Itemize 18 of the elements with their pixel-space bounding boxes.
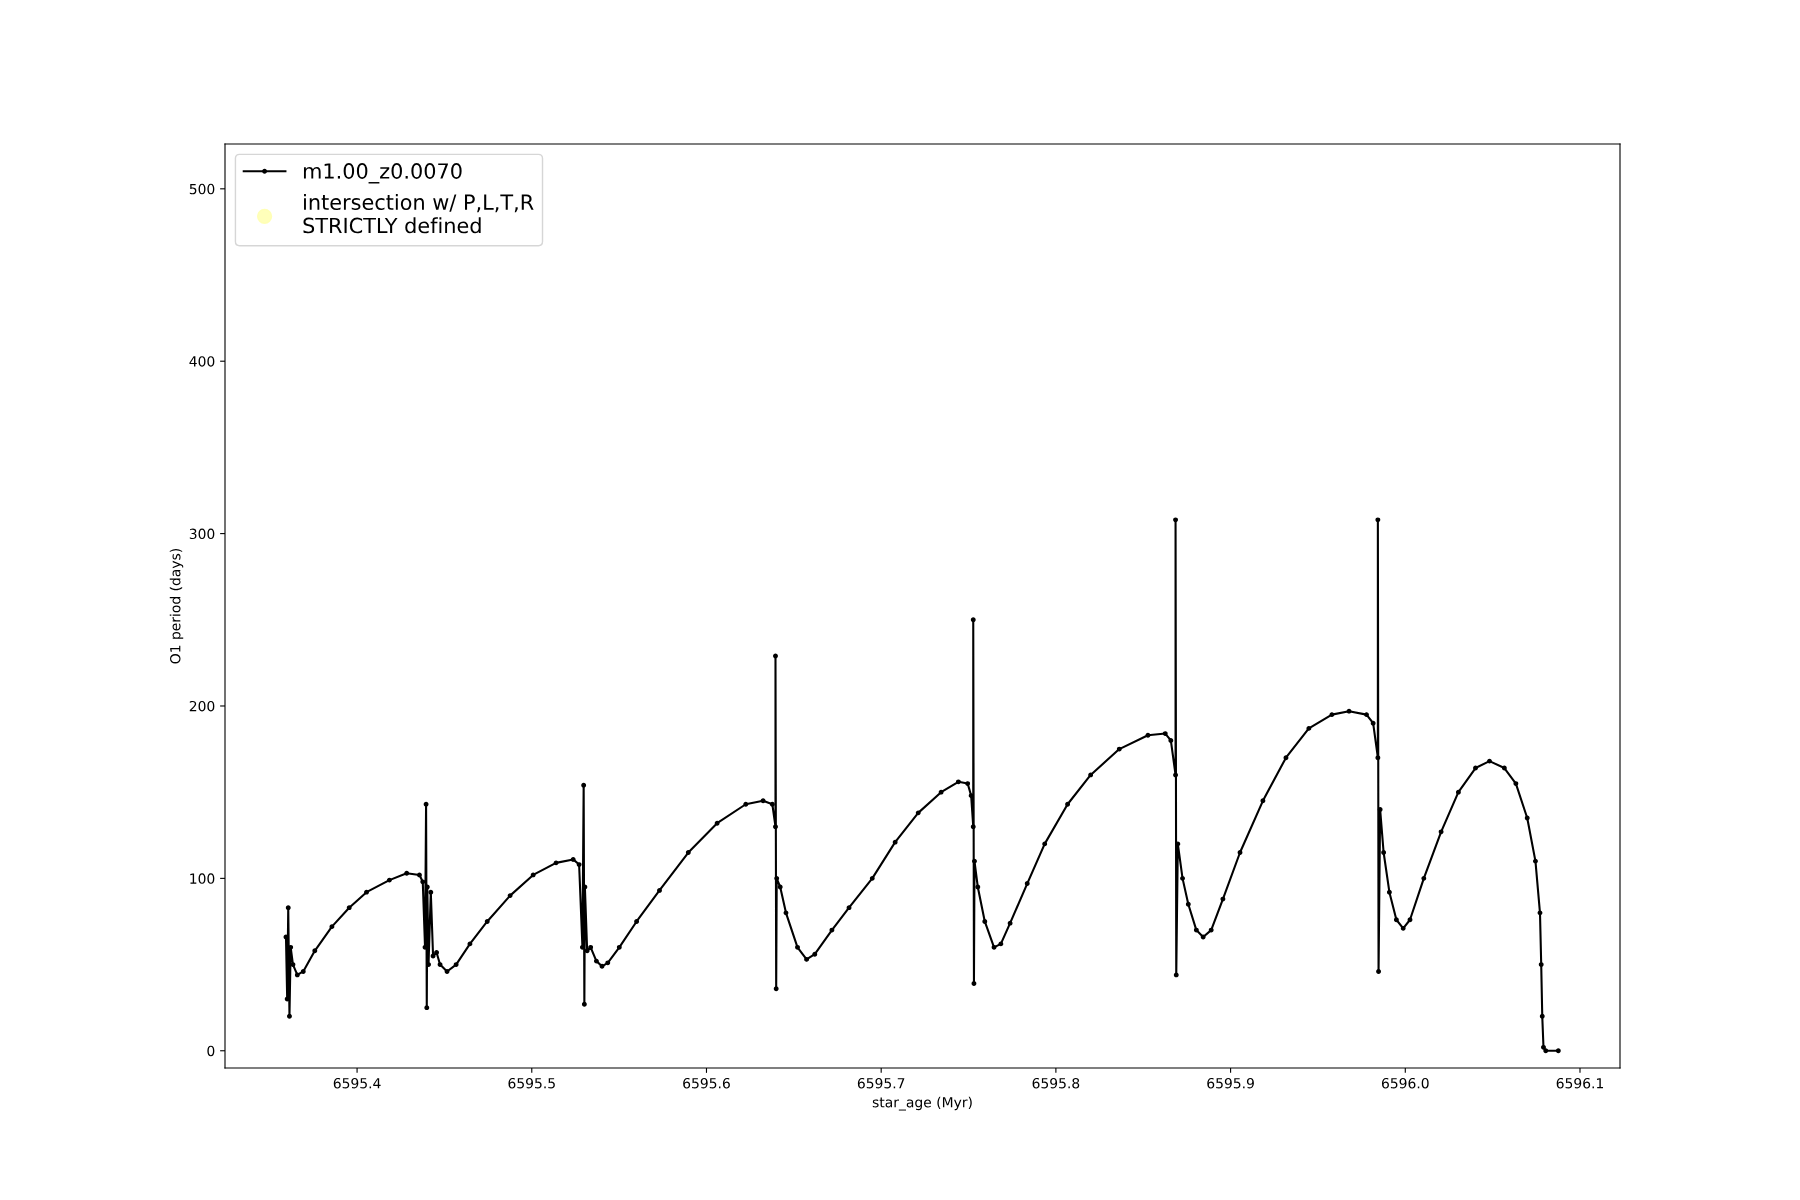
y-tick-label: 100 — [190, 873, 215, 884]
legend-label: intersection w/ P,L,T,R STRICTLY defined — [303, 193, 534, 234]
x-tick-label: 6595.6 — [683, 1077, 730, 1089]
y-tick-label: 400 — [189, 356, 215, 367]
x-tick-label: 6596.0 — [1381, 1077, 1429, 1089]
x-tick-label: 6596.1 — [1556, 1077, 1604, 1089]
x-tick-label: 6595.8 — [1032, 1077, 1080, 1089]
y-tick-label: 300 — [189, 528, 215, 540]
x-tick-label: 6595.5 — [508, 1077, 555, 1089]
x-tick-label: 6595.4 — [333, 1077, 381, 1089]
y-tick-label: 200 — [189, 700, 215, 712]
y-axis-title: O1 period (days) — [169, 548, 184, 664]
y-tick-label: 0 — [207, 1045, 215, 1057]
x-tick-label: 6595.9 — [1207, 1077, 1254, 1089]
x-axis-title: star_age (Myr) — [872, 1096, 972, 1111]
y-tick-label: 500 — [189, 183, 215, 195]
legend-label: m1.00_z0.0070 — [303, 163, 462, 184]
x-tick-label: 6595.7 — [857, 1077, 905, 1089]
